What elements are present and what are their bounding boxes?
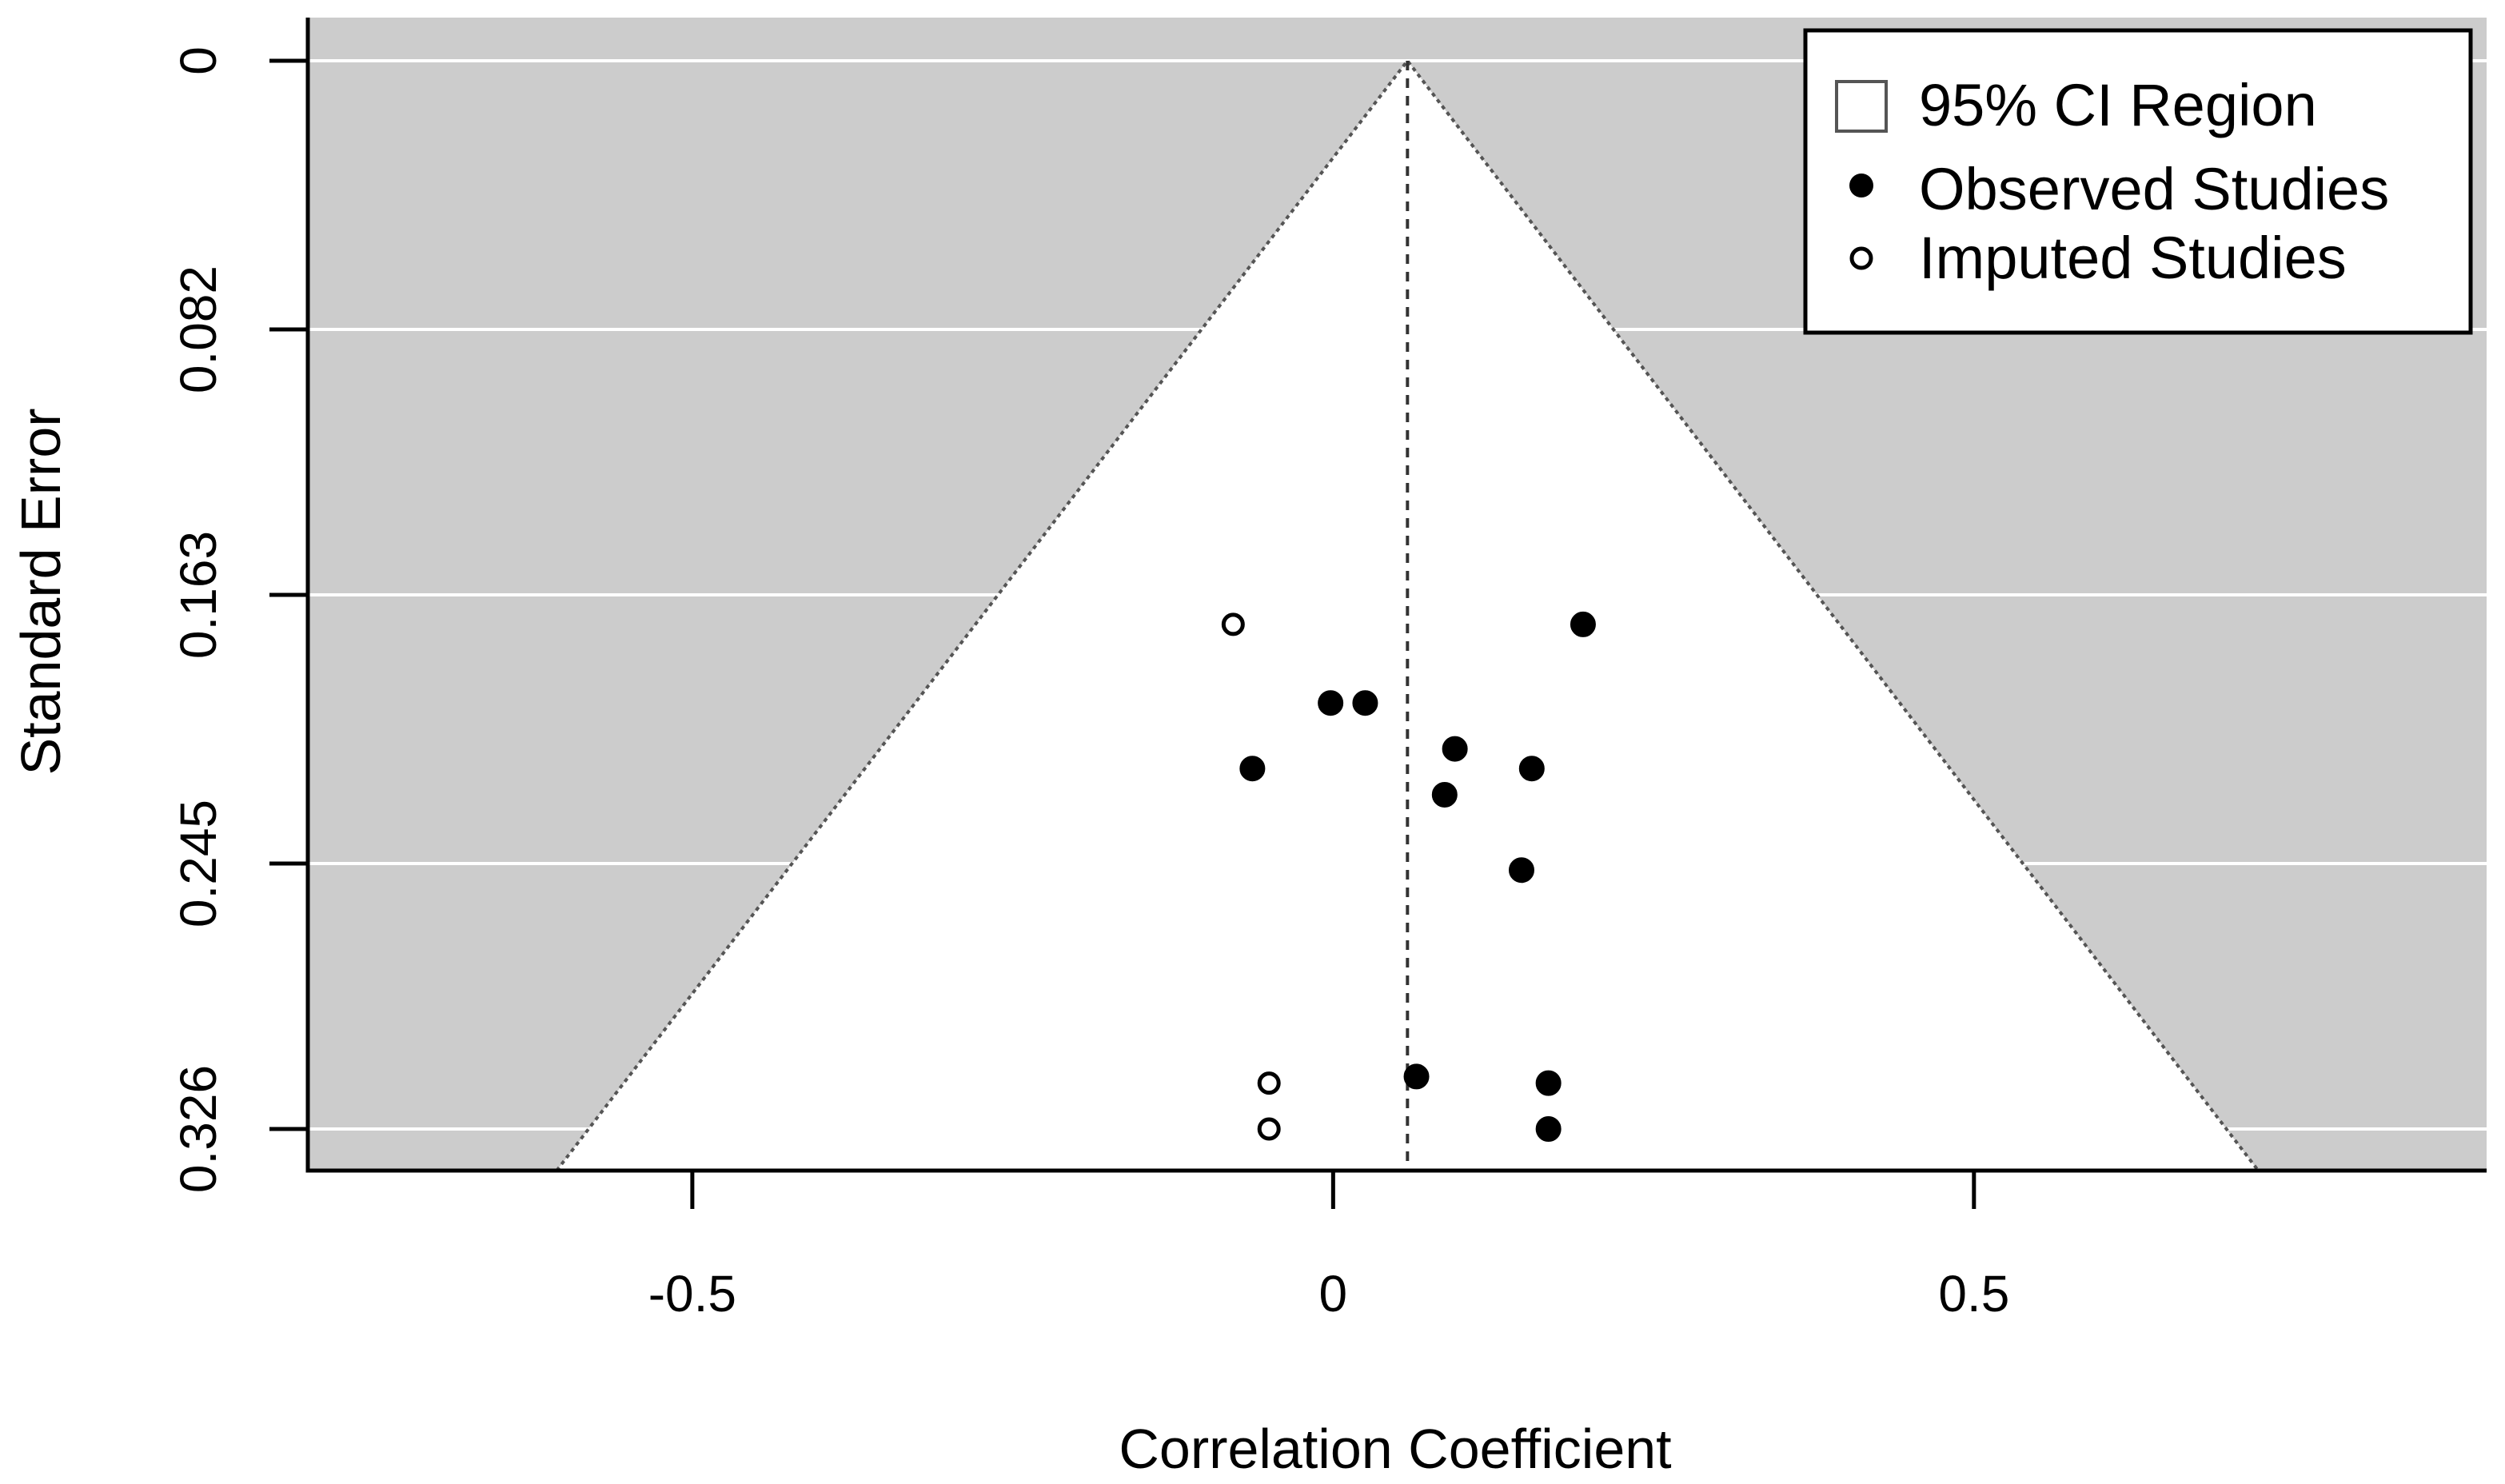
observed-study-point	[1518, 756, 1545, 782]
observed-study-point	[1431, 781, 1458, 808]
study-points	[1221, 611, 1596, 1142]
y-tick-label: 0.163	[170, 531, 227, 659]
observed-study-point	[1352, 690, 1378, 716]
legend: 95% CI Region Observed Studies Imputed S…	[1803, 28, 2473, 335]
observed-study-point	[1403, 1063, 1430, 1090]
y-axis-title: Standard Error	[10, 408, 72, 775]
imputed-study-point	[1257, 1071, 1281, 1095]
ci-funnel-edges	[555, 58, 2260, 1172]
axis-frame	[305, 18, 2487, 1173]
legend-observed-label: Observed Studies	[1919, 156, 2389, 222]
x-tick-label: 0.5	[1938, 1265, 2009, 1322]
observed-study-point	[1442, 736, 1468, 762]
legend-imputed-marker	[1849, 246, 1873, 270]
imputed-study-point	[1257, 1117, 1281, 1141]
x-tick-label: -0.5	[648, 1265, 736, 1322]
observed-study-point	[1318, 690, 1344, 716]
y-axis: 0 0.082 0.163 0.245 0.326	[170, 46, 308, 1193]
x-axis: -0.5 0 0.5	[648, 1171, 2009, 1322]
observed-study-point	[1239, 756, 1266, 782]
x-tick-label: 0	[1319, 1265, 1348, 1322]
y-tick-label: 0.082	[170, 265, 227, 393]
imputed-study-point	[1221, 612, 1245, 636]
legend-imputed-label: Imputed Studies	[1919, 225, 2347, 291]
y-tick-label: 0.245	[170, 800, 227, 927]
y-tick-label: 0	[170, 46, 227, 75]
observed-study-point	[1508, 857, 1534, 884]
legend-box	[1803, 28, 2473, 335]
observed-study-point	[1570, 611, 1596, 637]
legend-ci-region-label: 95% CI Region	[1919, 72, 2317, 138]
legend-observed-marker	[1849, 174, 1873, 197]
observed-study-point	[1535, 1116, 1562, 1142]
y-tick-label: 0.326	[170, 1065, 227, 1193]
legend-ci-region-swatch	[1835, 80, 1888, 133]
x-axis-title: Correlation Coefficient	[1119, 1418, 1671, 1480]
observed-study-point	[1535, 1070, 1562, 1096]
